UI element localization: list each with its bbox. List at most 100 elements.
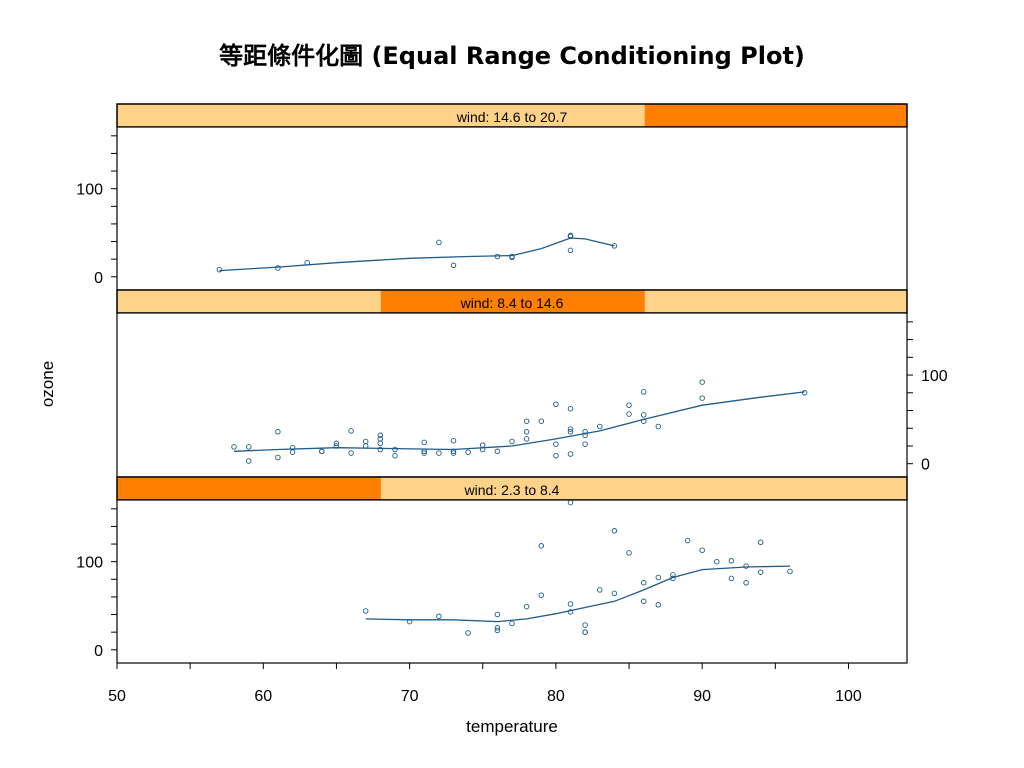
x-tick-label: 80 [547, 688, 565, 705]
data-point [567, 601, 574, 607]
smooth-line [365, 565, 791, 623]
data-point [479, 446, 486, 453]
strip-label: wind: 14.6 to 20.7 [456, 109, 568, 125]
data-point [333, 440, 340, 447]
data-point [348, 428, 354, 434]
data-point [699, 547, 705, 553]
y-axis-left: 0 100 [76, 135, 117, 287]
x-tick-label: 60 [254, 688, 272, 705]
data-point [640, 389, 647, 395]
data-point [275, 429, 281, 435]
panel-frame [116, 126, 908, 291]
data-point [523, 429, 530, 435]
data-point [377, 446, 384, 453]
data-point [275, 454, 281, 461]
data-point [523, 436, 530, 442]
y-axis-title: ozone [38, 361, 57, 407]
data-point [611, 528, 618, 534]
data-point [494, 627, 501, 634]
data-point [567, 247, 574, 254]
strip-highlight [117, 477, 381, 500]
data-point [538, 592, 545, 598]
data-point [655, 423, 662, 430]
chart-title: 等距條件化圖 (Equal Range Conditioning Plot) [219, 42, 805, 70]
data-point [450, 448, 457, 455]
data-point [494, 253, 501, 260]
data-point [538, 543, 545, 549]
data-point [421, 448, 427, 455]
data-point [611, 243, 618, 249]
data-point [640, 412, 647, 418]
data-point [275, 265, 281, 271]
data-point [392, 446, 398, 453]
data-point [523, 603, 530, 610]
data-point [553, 441, 559, 447]
data-point [567, 499, 574, 506]
data-point [567, 426, 574, 432]
data-point [655, 602, 662, 608]
panel-3: wind: 2.3 to 8.4 0 100 [76, 476, 908, 664]
data-point [392, 452, 398, 459]
data-point [436, 613, 442, 620]
data-point [626, 411, 632, 417]
data-point [728, 575, 735, 582]
data-point [362, 608, 369, 614]
data-point [436, 450, 442, 456]
data-point [670, 575, 676, 582]
data-point [553, 452, 559, 459]
data-point [553, 401, 559, 408]
data-point [611, 590, 618, 597]
data-point [567, 429, 574, 435]
y-tick-label: 0 [94, 270, 103, 287]
data-point [523, 418, 530, 424]
data-point [494, 611, 501, 618]
data-point [245, 458, 252, 464]
data-point [362, 438, 369, 445]
data-point [406, 618, 413, 625]
data-point [567, 233, 574, 240]
strip-highlight [380, 290, 645, 313]
y-tick-label: 0 [94, 643, 103, 660]
x-tick-label: 90 [693, 688, 711, 705]
data-point [582, 622, 588, 628]
data-point [421, 450, 427, 456]
data-point [465, 449, 471, 455]
data-point [509, 438, 515, 445]
x-tick-label: 70 [401, 688, 419, 705]
data-point [597, 423, 603, 430]
x-tick-label: 100 [835, 688, 862, 705]
data-point [597, 587, 603, 593]
data-point [655, 574, 662, 581]
strip-highlight [644, 104, 907, 127]
data-point [699, 379, 705, 385]
data-point [348, 450, 354, 456]
data-point [319, 448, 325, 455]
y-axis-right: 0 100 [907, 321, 948, 474]
y-tick-label: 0 [921, 457, 930, 474]
data-point [289, 449, 296, 455]
data-point [757, 569, 764, 575]
strip-label: wind: 8.4 to 14.6 [460, 295, 564, 311]
y-axis-left: 0 100 [76, 508, 117, 660]
data-point [436, 239, 442, 246]
data-point [465, 630, 471, 636]
data-point [494, 448, 501, 455]
data-point [450, 437, 457, 444]
data-point [231, 444, 237, 450]
data-point [304, 259, 310, 266]
data-point [582, 629, 588, 635]
x-axis-title: temperature [466, 717, 558, 736]
x-axis: 50 60 70 80 90 100 [108, 663, 862, 705]
data-point [494, 625, 501, 631]
data-point [450, 450, 457, 456]
data-point [582, 429, 588, 435]
data-point [245, 444, 252, 450]
data-point [626, 402, 632, 408]
data-point [743, 563, 749, 569]
strip-label: wind: 2.3 to 8.4 [464, 482, 560, 498]
y-tick-label: 100 [76, 555, 103, 572]
panel-frame [116, 499, 908, 664]
data-point [699, 395, 705, 401]
